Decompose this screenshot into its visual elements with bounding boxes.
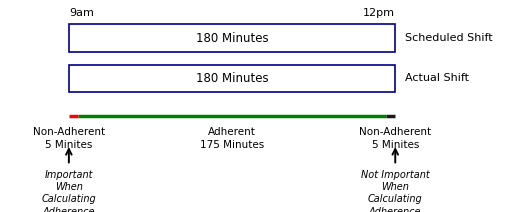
Text: 180 Minutes: 180 Minutes — [195, 72, 268, 85]
Text: Scheduled Shift: Scheduled Shift — [405, 33, 492, 43]
Text: Not Important
When
Calculating
Adherence: Not Important When Calculating Adherence — [360, 170, 429, 212]
Text: 12pm: 12pm — [362, 8, 394, 18]
Text: 9am: 9am — [69, 8, 94, 18]
Text: Actual Shift: Actual Shift — [405, 73, 468, 84]
Text: Non-Adherent
5 Minites: Non-Adherent 5 Minites — [33, 127, 105, 150]
Text: 180 Minutes: 180 Minutes — [195, 32, 268, 45]
FancyBboxPatch shape — [69, 65, 394, 92]
Text: Adherent
175 Minutes: Adherent 175 Minutes — [200, 127, 264, 150]
Text: Important
When
Calculating
Adherence: Important When Calculating Adherence — [41, 170, 96, 212]
Text: Non-Adherent
5 Minites: Non-Adherent 5 Minites — [358, 127, 431, 150]
FancyBboxPatch shape — [69, 24, 394, 52]
